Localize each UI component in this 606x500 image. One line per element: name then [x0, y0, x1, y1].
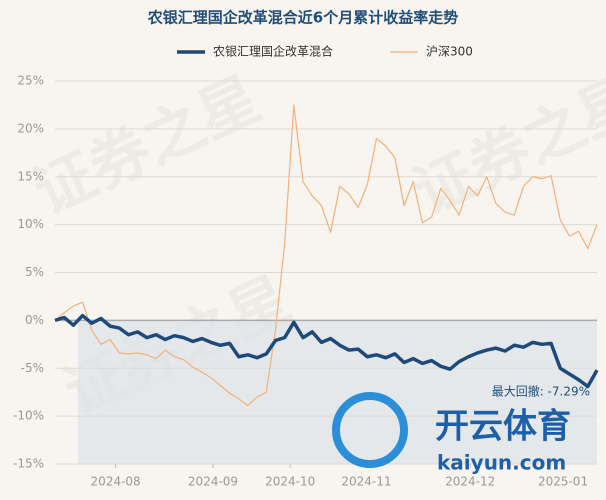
y-tick-label: 25% — [17, 74, 44, 88]
logo-name: 开云体育 — [435, 407, 571, 447]
x-tick-label: 2024-10 — [265, 475, 315, 489]
series-line — [54, 104, 598, 407]
y-tick-label: -5% — [21, 361, 44, 375]
x-tick-label: 2024-12 — [445, 475, 495, 489]
legend: 农银汇理国企改革混合 沪深300 — [177, 44, 473, 59]
plot — [54, 104, 599, 407]
legend-label: 农银汇理国企改革混合 — [213, 44, 333, 59]
logo-site: kaiyun.com — [437, 451, 566, 475]
y-tick-label: 0% — [25, 313, 44, 327]
y-tick-label: -15% — [13, 457, 44, 471]
chart-title: 农银汇理国企改革混合近6个月累计收益率走势 — [147, 9, 458, 27]
x-tick-label: 2025-01 — [538, 475, 588, 489]
y-tick-label: -10% — [13, 409, 44, 423]
annotation: 最大回撤: -7.29% — [492, 384, 590, 399]
y-tick-label: 20% — [17, 121, 44, 135]
legend-label: 沪深300 — [426, 45, 473, 59]
grid: -15% -10% -5% 0% 5% 10% 15% 20% 25% 2024-08 2024-0… — [13, 74, 597, 489]
x-tick-label: 2024-08 — [91, 475, 141, 489]
logo-icon — [332, 392, 408, 468]
y-tick-label: 15% — [17, 169, 44, 183]
series-line — [54, 313, 599, 389]
x-tick-label: 2024-09 — [188, 475, 238, 489]
y-tick-label: 10% — [17, 217, 44, 231]
y-tick-label: 5% — [25, 265, 44, 279]
x-tick-label: 2024-11 — [341, 475, 391, 489]
